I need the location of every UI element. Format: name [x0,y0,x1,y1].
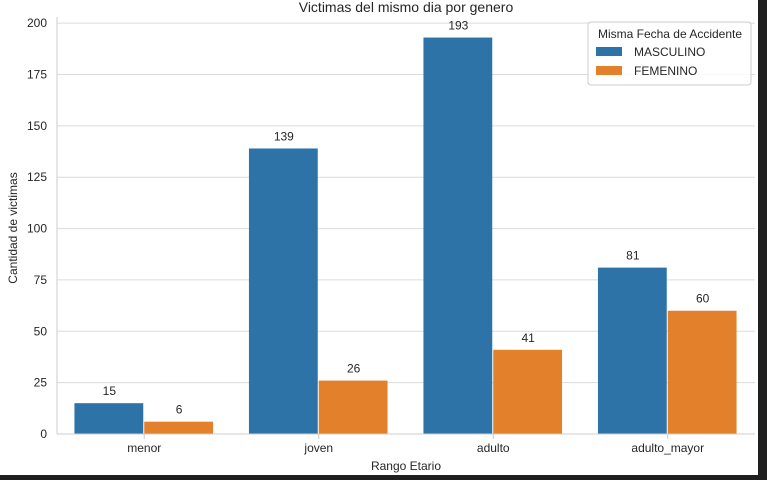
data-label: 41 [521,331,535,345]
bar-masculino-adulto_mayor [597,267,667,434]
y-tick-label: 25 [34,376,48,390]
legend-label-masculino: MASCULINO [634,45,705,59]
y-axis-label: Cantidad de victimas [6,172,20,283]
axes: 0 25 50 75 100 125 150 175 200 menor joven adulto ad… [27,16,755,455]
bar-masculino-adulto [423,37,493,434]
legend: Misma Fecha de Accidente MASCULINO FEMEN… [587,21,752,86]
y-tick-label: 150 [27,119,47,133]
x-tick-label: adulto [477,441,510,455]
bar-femenino-menor [144,421,214,434]
window-edge-bottom [0,475,767,480]
data-label: 15 [103,384,117,398]
data-label: 60 [696,292,710,306]
y-tick-label: 100 [27,222,47,236]
data-labels: 15 6 139 26 193 41 81 60 [103,19,710,417]
legend-label-femenino: FEMENINO [634,64,697,78]
y-tick-label: 0 [40,427,47,441]
data-label: 139 [274,129,294,143]
legend-box [587,21,752,86]
window-edge-right [758,0,767,480]
chart-title: Victimas del mismo dia por genero [299,0,514,15]
bar-masculino-joven [248,148,318,434]
y-tick-label: 75 [34,273,48,287]
data-label: 26 [347,362,361,376]
y-tick-label: 200 [27,16,47,30]
data-label: 81 [626,249,640,263]
y-tick-label: 125 [27,170,47,184]
bar-femenino-adulto [493,349,563,434]
x-tick-label: menor [127,441,161,455]
data-label: 193 [448,19,468,33]
legend-swatch-masculino [596,47,622,56]
legend-swatch-femenino [596,66,622,75]
x-tick-label: joven [303,441,333,455]
y-tick-label: 175 [27,68,47,82]
x-tick-label: adulto_mayor [631,441,704,455]
bar-masculino-menor [74,403,144,434]
legend-title: Misma Fecha de Accidente [598,27,742,41]
data-label: 6 [176,403,183,417]
x-axis-label: Rango Etario [371,459,441,473]
bar-femenino-adulto_mayor [667,310,737,434]
y-tick-label: 50 [34,324,48,338]
bars [74,37,737,434]
grid-lines [57,22,755,435]
bar-femenino-joven [318,380,388,434]
